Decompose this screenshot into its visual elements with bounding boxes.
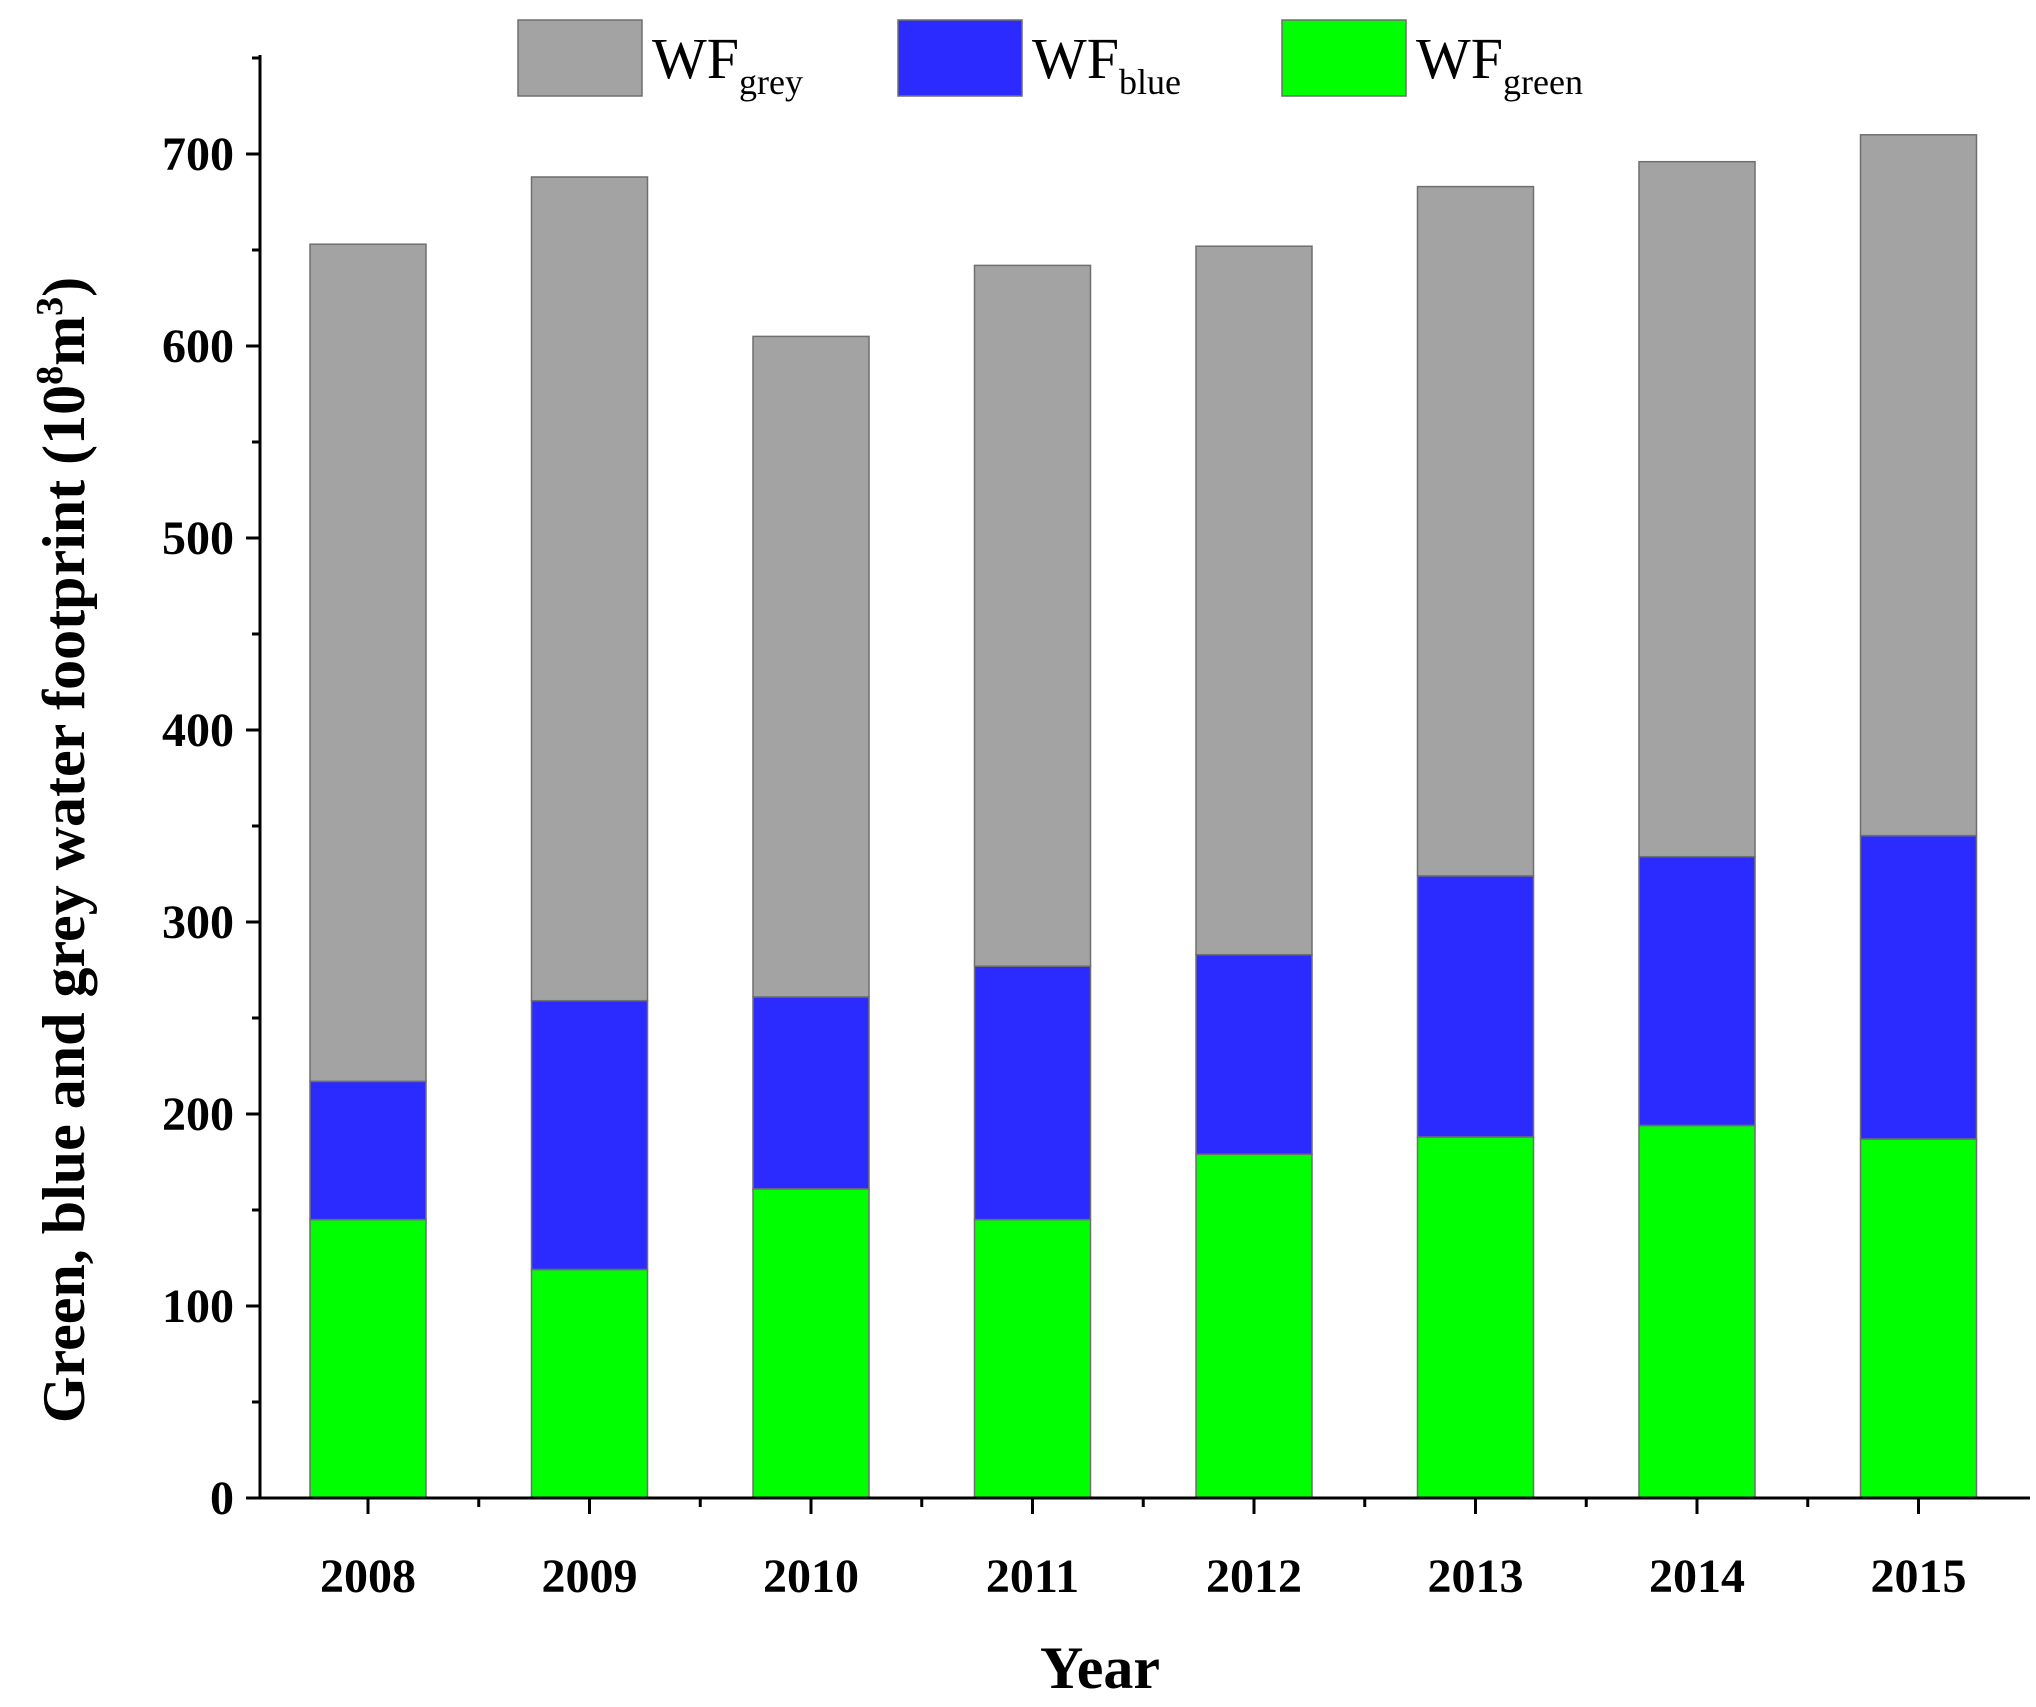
bar-green-2011 bbox=[973, 1218, 1092, 1499]
y-tick-label: 300 bbox=[162, 896, 234, 949]
x-tick-label-2008: 2008 bbox=[320, 1550, 416, 1603]
x-tick-label-2012: 2012 bbox=[1206, 1550, 1302, 1603]
x-tick-label-2014: 2014 bbox=[1649, 1550, 1745, 1603]
legend-label-blue: WFblue bbox=[1032, 26, 1181, 102]
bar-green-2012 bbox=[1195, 1153, 1313, 1499]
legend-label-grey: WFgrey bbox=[652, 26, 803, 102]
bar-blue-2009 bbox=[530, 999, 649, 1271]
bar-green-2008 bbox=[309, 1218, 427, 1499]
y-tick-label: 700 bbox=[162, 128, 234, 181]
bar-blue-2012 bbox=[1195, 953, 1313, 1156]
bar-green-2010 bbox=[752, 1188, 870, 1499]
legend-swatch-blue bbox=[897, 19, 1023, 97]
bar-blue-2015 bbox=[1859, 834, 1978, 1140]
legend-swatch-green bbox=[1281, 19, 1407, 97]
y-axis-title: Green, blue and grey water footprint (10… bbox=[29, 277, 97, 1423]
y-tick-label: 100 bbox=[162, 1280, 234, 1333]
bar-grey-2012 bbox=[1195, 245, 1313, 956]
bar-blue-2013 bbox=[1416, 875, 1535, 1138]
bar-grey-2014 bbox=[1638, 160, 1756, 858]
bar-grey-2009 bbox=[530, 176, 649, 1002]
axes-layer: 0 100 200 300 400 500 600 700 2008 2009 2010 2011 20… bbox=[162, 55, 2030, 1603]
bar-grey-2008 bbox=[309, 243, 427, 1083]
bar-grey-2011 bbox=[973, 264, 1092, 967]
x-axis-title: Year bbox=[1040, 1635, 1160, 1701]
bar-green-2009 bbox=[530, 1268, 649, 1499]
y-tick-label: 400 bbox=[162, 704, 234, 757]
x-tick-label-2010: 2010 bbox=[763, 1550, 859, 1603]
legend: WFgrey WFblue WFgreen bbox=[517, 19, 1583, 102]
legend-label-green: WFgreen bbox=[1416, 26, 1583, 102]
legend-swatch-grey bbox=[517, 19, 643, 97]
bar-green-2015 bbox=[1859, 1138, 1978, 1499]
bar-grey-2013 bbox=[1416, 185, 1535, 877]
bar-blue-2008 bbox=[309, 1080, 427, 1221]
x-tick-label-2009: 2009 bbox=[542, 1550, 638, 1603]
y-tick-label: 500 bbox=[162, 512, 234, 565]
bars-layer bbox=[309, 134, 1978, 1499]
y-tick-label: 0 bbox=[210, 1472, 234, 1525]
x-tick-label-2013: 2013 bbox=[1428, 1550, 1524, 1603]
bar-grey-2010 bbox=[752, 335, 870, 998]
bar-green-2014 bbox=[1638, 1124, 1756, 1499]
bar-green-2013 bbox=[1416, 1136, 1535, 1499]
y-tick-label: 600 bbox=[162, 320, 234, 373]
bar-blue-2011 bbox=[973, 965, 1092, 1221]
x-tick-label-2011: 2011 bbox=[986, 1550, 1079, 1603]
x-tick-label-2015: 2015 bbox=[1871, 1550, 1967, 1603]
bar-blue-2010 bbox=[752, 996, 870, 1190]
y-tick-label: 200 bbox=[162, 1088, 234, 1141]
bar-blue-2014 bbox=[1638, 855, 1756, 1127]
bar-grey-2015 bbox=[1859, 134, 1978, 837]
